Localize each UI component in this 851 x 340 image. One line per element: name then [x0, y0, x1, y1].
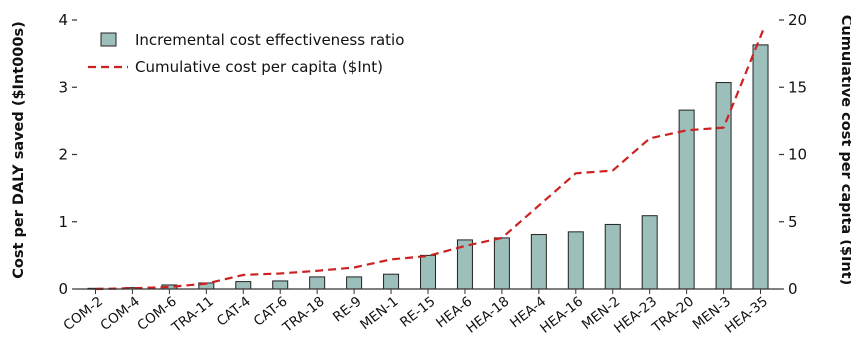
bar-HEA-4	[530, 234, 547, 290]
bar-RE-9	[346, 276, 363, 290]
x-tick-label: COM-2	[60, 294, 105, 334]
left-tick-label: 0	[58, 280, 68, 298]
bar-HEA-16	[567, 231, 584, 290]
right-tick-label: 20	[788, 11, 807, 29]
bar-MEN-3	[715, 82, 732, 290]
x-tick-label: TRA-20	[649, 294, 698, 337]
left-tick-label: 3	[58, 78, 68, 96]
right-tick-label: 5	[788, 213, 798, 231]
right-tick-label: 10	[788, 146, 807, 164]
bar-TRA-18	[309, 276, 326, 290]
right-tick-label: 15	[788, 78, 807, 96]
right-tick-label: 0	[788, 280, 798, 298]
right-axis: 0 5 10 15 20	[779, 11, 807, 298]
line-series-layer	[95, 26, 766, 291]
legend-bar-swatch	[100, 32, 117, 47]
bar-TRA-20	[678, 109, 695, 290]
left-tick-label: 4	[58, 11, 68, 29]
x-tick-label: CAT-4	[214, 294, 254, 330]
bar-CAT-6	[272, 280, 289, 290]
bar-MEN-2	[604, 223, 621, 290]
bar-CAT-4	[235, 281, 252, 290]
x-tick-label: HEA-18	[463, 294, 512, 337]
left-axis-label: Cost per DALY saved ($Int000s)	[11, 21, 27, 278]
bar-HEA-35	[752, 44, 769, 290]
legend-bar-label: Incremental cost effectiveness ratio	[135, 31, 404, 49]
x-tick-label: HEA-16	[537, 294, 586, 337]
bar-series	[87, 44, 769, 290]
left-tick-label: 2	[58, 146, 68, 164]
bar-HEA-23	[641, 215, 658, 290]
legend-line-label: Cumulative cost per capita ($Int)	[135, 58, 383, 76]
cumulative-cost-line	[95, 26, 766, 291]
bar-RE-15	[420, 254, 436, 290]
x-tick-label: HEA-35	[722, 294, 771, 337]
legend: Incremental cost effectiveness ratio Cum…	[88, 31, 404, 76]
x-tick-label: TRA-18	[279, 294, 328, 337]
left-tick-label: 1	[58, 213, 68, 231]
bar-HEA-18	[493, 237, 510, 290]
x-tick-label: RE-15	[397, 294, 438, 331]
left-axis: 0 1 2 3 4	[58, 11, 77, 298]
x-tick-label: HEA-23	[611, 294, 660, 337]
right-axis-label: Cumulative cost per capita ($Int)	[838, 15, 851, 285]
x-tick-label: TRA-11	[168, 294, 217, 337]
bar-MEN-1	[383, 273, 400, 290]
x-tick-label: MEN-1	[357, 294, 401, 334]
x-tick-label: COM-4	[97, 294, 142, 334]
